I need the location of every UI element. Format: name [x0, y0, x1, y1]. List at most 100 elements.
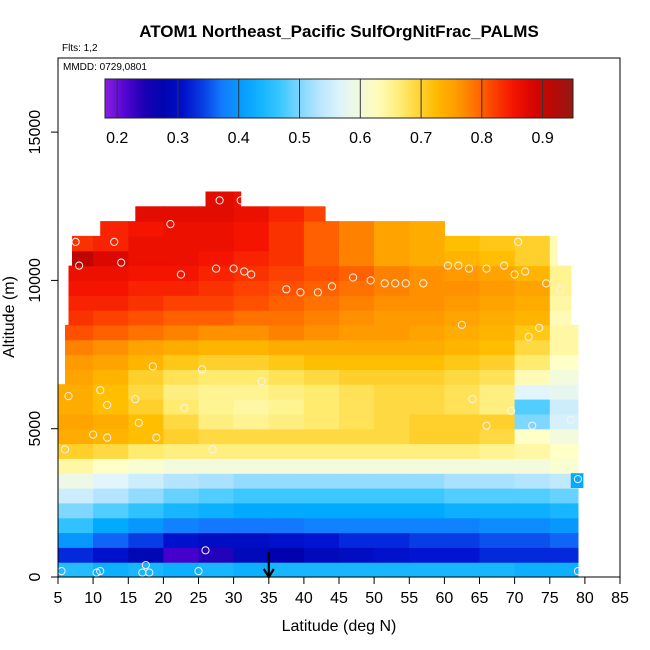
heatmap-cell — [233, 547, 270, 563]
heatmap-cell — [68, 310, 94, 326]
heatmap-cell — [93, 265, 129, 281]
heatmap-cell — [93, 532, 129, 548]
chart-title: ATOM1 Northeast_Pacific SulfOrgNitFrac_P… — [139, 22, 539, 41]
heatmap-cell — [65, 369, 94, 385]
heatmap-cell — [93, 384, 129, 400]
heatmap-cell — [549, 443, 579, 459]
heatmap-cell — [163, 428, 200, 445]
heatmap-cell — [93, 339, 129, 356]
colorbar-tick-label: 0.9 — [531, 130, 553, 147]
heatmap-cell — [514, 547, 551, 563]
heatmap-cell — [198, 443, 235, 459]
heatmap-cell — [198, 399, 235, 415]
heatmap-cell — [549, 280, 572, 296]
data-point — [247, 270, 256, 279]
heatmap-cell — [163, 324, 200, 341]
heatmap-cell — [93, 562, 129, 578]
heatmap-cell — [303, 532, 340, 548]
heatmap-cell — [409, 354, 445, 370]
data-point — [141, 561, 150, 570]
heatmap-cell — [514, 310, 551, 326]
heatmap-cell — [444, 280, 481, 296]
observation-points — [57, 196, 583, 577]
heatmap-cell — [268, 399, 305, 415]
data-point — [313, 288, 322, 297]
heatmap-cell — [514, 399, 551, 415]
heatmap-cell — [128, 250, 164, 267]
data-point — [535, 323, 544, 332]
heatmap-cell — [268, 473, 305, 489]
data-point — [468, 395, 477, 404]
heatmap-cell — [233, 295, 270, 311]
heatmap-cell — [93, 310, 129, 326]
heatmap-cell — [128, 369, 164, 385]
heatmap-cell — [479, 547, 516, 563]
heatmap-cell — [374, 413, 410, 430]
heatmap-cell — [514, 280, 551, 296]
colorbar-tick-label: 0.8 — [471, 130, 493, 147]
heatmap-cell — [163, 280, 200, 296]
heatmap-cell — [198, 562, 235, 578]
heatmap-cell — [374, 399, 410, 415]
heatmap-cell — [479, 443, 516, 459]
heatmap-cell — [444, 473, 481, 489]
data-point — [296, 288, 305, 297]
heatmap-cell — [374, 324, 410, 341]
heatmap-cell — [514, 235, 551, 252]
heatmap-cell — [163, 384, 200, 400]
data-point — [521, 267, 530, 276]
heatmap-cell — [549, 502, 579, 519]
heatmap-cell — [303, 310, 340, 326]
heatmap-cell — [233, 324, 270, 341]
data-point — [514, 237, 523, 246]
heatmap-cell — [409, 473, 445, 489]
heatmap-cell — [268, 354, 305, 370]
heatmap-cell — [198, 339, 235, 356]
heatmap-cell — [549, 339, 579, 356]
heatmap-cell — [128, 399, 164, 415]
heatmap-cell — [303, 458, 340, 474]
heatmap-cell — [549, 458, 579, 474]
heatmap-cell — [268, 235, 305, 252]
data-point — [566, 415, 575, 424]
heatmap-cell — [233, 458, 270, 474]
heatmap-cell — [409, 295, 445, 311]
heatmap-cell — [303, 384, 340, 400]
heatmap-cell — [93, 458, 129, 474]
data-point — [75, 261, 84, 270]
data-point — [71, 237, 80, 246]
heatmap-cell — [163, 354, 200, 370]
heatmap-cell — [233, 354, 270, 370]
data-point — [349, 273, 358, 282]
heatmap-cell — [374, 488, 410, 504]
data-point — [500, 261, 509, 270]
heatmap-cell — [374, 517, 410, 534]
heatmap-cell — [58, 428, 94, 445]
heatmap-cell — [409, 458, 445, 474]
heatmap-cell — [268, 517, 305, 534]
heatmap-cell — [374, 502, 410, 519]
heatmap-cell — [268, 221, 305, 237]
heatmap-cell — [128, 547, 164, 563]
heatmap-cell — [128, 221, 164, 237]
x-tick-label: 5 — [54, 590, 63, 607]
heatmap-cell — [479, 473, 516, 489]
heatmap-cell — [444, 502, 481, 519]
heatmap-cell — [409, 562, 445, 578]
heatmap-cell — [444, 339, 481, 356]
heatmap-cell — [198, 310, 235, 326]
heatmap-cell — [93, 502, 129, 519]
heatmap-cell — [268, 250, 305, 267]
data-point — [96, 386, 105, 395]
heatmap-cell — [205, 191, 235, 207]
heatmap-cell — [374, 250, 410, 267]
heatmap-cell — [233, 206, 270, 222]
heatmap-cell — [444, 265, 481, 281]
heatmap-cell — [409, 221, 445, 237]
data-point — [110, 237, 119, 246]
heatmap-cell — [93, 547, 129, 563]
heatmap-cell — [303, 324, 340, 341]
heatmap-cell — [268, 280, 305, 296]
heatmap-cell — [163, 369, 200, 385]
heatmap-cell — [409, 265, 445, 281]
